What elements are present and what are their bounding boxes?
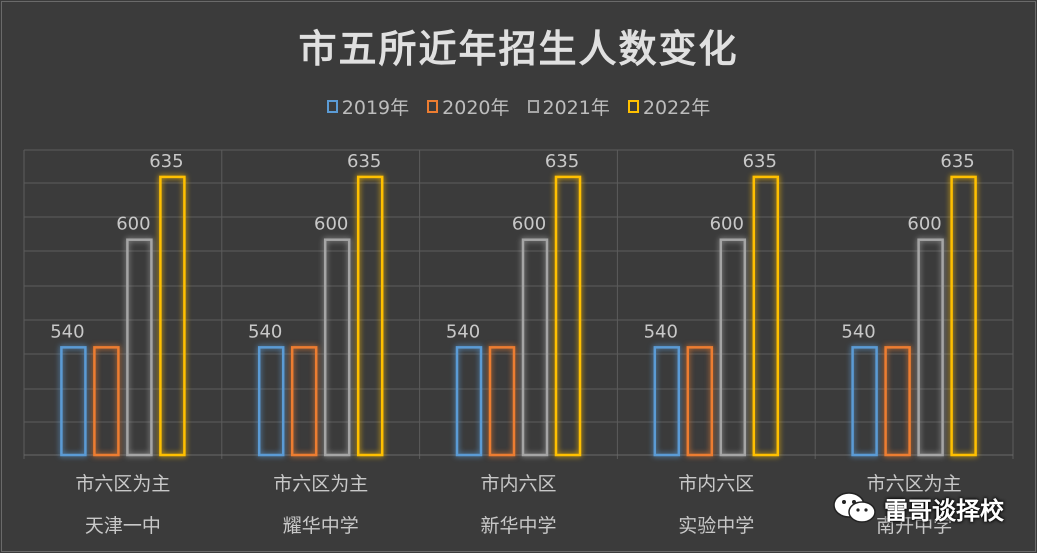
bar: [917, 238, 944, 457]
data-label: 600: [710, 214, 744, 235]
bar: [554, 175, 582, 457]
category-label-region: 市六区为主: [75, 473, 170, 495]
data-label: 540: [446, 321, 480, 342]
legend-label: 2022年: [642, 97, 711, 119]
bar: [884, 346, 911, 457]
data-label: 600: [907, 214, 941, 235]
bar: [93, 346, 120, 457]
bar: [719, 238, 747, 457]
category-label-school: 新华中学: [480, 515, 556, 537]
legend-item: 2020年: [427, 93, 510, 120]
legend-swatch: [627, 100, 639, 113]
bar: [126, 238, 153, 457]
data-label: 540: [644, 321, 678, 342]
legend-swatch: [527, 100, 539, 113]
category-label-school: 南开中学: [876, 515, 952, 537]
legend-item: 2022年: [627, 93, 711, 120]
bar: [653, 346, 681, 457]
category-label-region: 市内六区: [678, 473, 754, 495]
data-label: 600: [116, 214, 150, 235]
data-label: 540: [248, 321, 282, 342]
data-label: 540: [841, 321, 875, 342]
legend-label: 2019年: [341, 97, 410, 119]
legend-label: 2020年: [442, 97, 510, 119]
category-label-school: 天津一中: [85, 515, 161, 537]
data-label: 540: [50, 321, 84, 342]
legend-label: 2021年: [542, 97, 610, 119]
bar: [686, 346, 714, 457]
bar: [323, 238, 351, 457]
bar: [950, 175, 977, 457]
legend-swatch: [427, 100, 439, 113]
category-label-school: 实验中学: [678, 515, 754, 537]
legend-swatch: [326, 100, 338, 113]
bar: [60, 346, 87, 457]
category-label-region: 市六区为主: [273, 473, 368, 495]
wechat-icon: [833, 492, 876, 523]
chart-legend: 2019年 2020年 2021年 2022年: [0, 93, 1037, 120]
bar: [159, 175, 186, 457]
legend-item: 2021年: [527, 93, 610, 120]
bar: [521, 238, 549, 457]
bar: [488, 346, 516, 457]
bar: [290, 346, 318, 457]
data-label: 600: [314, 214, 348, 235]
legend-item: 2019年: [326, 93, 410, 120]
watermark: 雷哥谈择校: [832, 490, 1004, 526]
data-label: 635: [545, 151, 579, 172]
data-label: 635: [149, 151, 183, 172]
data-label: 635: [940, 151, 974, 172]
bar: [752, 175, 780, 457]
bar: [257, 346, 285, 457]
category-label-region: 市内六区: [480, 473, 556, 495]
category-label-region: 市六区为主: [867, 473, 962, 495]
watermark-text: 雷哥谈择校: [884, 496, 1004, 525]
category-label-school: 耀华中学: [283, 515, 359, 537]
data-label: 635: [743, 151, 777, 172]
bar: [455, 346, 483, 457]
data-label: 600: [512, 214, 546, 235]
bar: [851, 346, 878, 457]
chart-title: 市五所近年招生人数变化: [298, 27, 739, 71]
bar: [356, 175, 384, 457]
data-label: 635: [347, 151, 381, 172]
